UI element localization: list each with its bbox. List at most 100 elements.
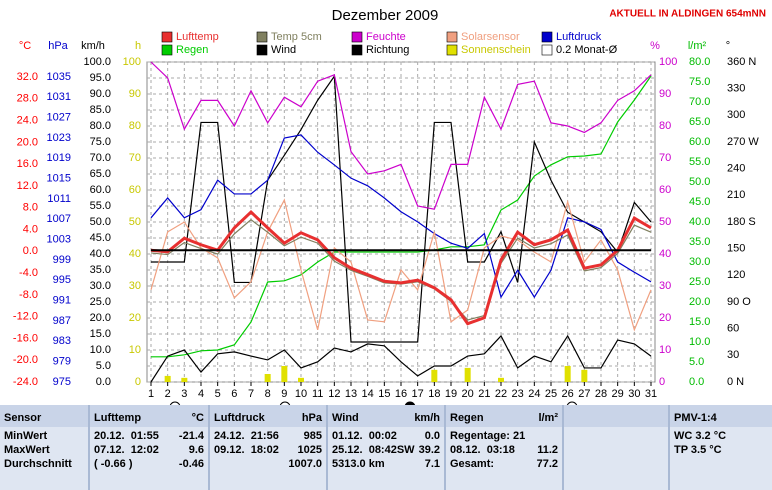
cell-text: 25.12. 08:42SW bbox=[332, 444, 415, 456]
cell-text: 08.12. 03:18 bbox=[450, 444, 515, 456]
tick-label: 90 bbox=[659, 88, 671, 100]
tick-label: 20 bbox=[659, 312, 671, 324]
tick-label: 180 S bbox=[727, 216, 756, 228]
tick-label: 80.0 bbox=[90, 120, 111, 132]
tick-label: 50.0 bbox=[90, 216, 111, 228]
series-line bbox=[151, 74, 652, 343]
series-line bbox=[150, 134, 652, 299]
tick-label: -16.0 bbox=[13, 332, 38, 344]
tick-label: 150 bbox=[727, 243, 745, 255]
tick-label: 240 bbox=[727, 163, 745, 175]
tick-label: 45.0 bbox=[90, 232, 111, 244]
tick-label: 70.0 bbox=[689, 96, 710, 108]
x-tick-label: 27 bbox=[578, 388, 590, 400]
table-cell: 25.12. 08:42SW 39.2 bbox=[328, 443, 444, 457]
moon-icon bbox=[404, 401, 416, 405]
tick-label: 10.0 bbox=[689, 336, 710, 348]
cell-text: Regen bbox=[450, 412, 484, 424]
tick-label: 20.0 bbox=[90, 312, 111, 324]
tick-label: 10 bbox=[659, 344, 671, 356]
summary-table: Sensor MinWert MaxWert Durchschnitt Lufttemp… bbox=[0, 405, 772, 490]
table-cell: 08.12. 03:18 11.2 bbox=[446, 443, 562, 457]
legend-swatch bbox=[446, 44, 458, 56]
tick-label: 15.0 bbox=[90, 328, 111, 340]
table-cell: 07.12. 12:02 9.6 bbox=[90, 443, 208, 457]
cell-text: 39.2 bbox=[418, 444, 440, 456]
tick-label: 50 bbox=[659, 216, 671, 228]
tick-label: 90.0 bbox=[90, 88, 111, 100]
tick-label: 30 bbox=[727, 349, 739, 361]
x-tick-label: 23 bbox=[512, 388, 524, 400]
cell-text: -0.46 bbox=[178, 458, 204, 470]
tick-label: 975 bbox=[53, 376, 71, 388]
tick-label: 70 bbox=[659, 152, 671, 164]
tick-label: 300 bbox=[727, 109, 745, 121]
series-line bbox=[150, 198, 652, 332]
table-column: Sensor MinWert MaxWert Durchschnitt bbox=[0, 405, 88, 490]
tick-label: 75.0 bbox=[90, 136, 111, 148]
tick-label: 65.0 bbox=[90, 168, 111, 180]
tick-label: 25.0 bbox=[90, 296, 111, 308]
legend-label: Feuchte bbox=[366, 31, 406, 43]
tick-label: 4.0 bbox=[23, 223, 38, 235]
cell-text: Regentage: 21 bbox=[450, 430, 526, 442]
legend-swatch bbox=[541, 31, 553, 43]
tick-label: 40.0 bbox=[689, 216, 710, 228]
cell-text: 5313.0 km bbox=[332, 458, 385, 470]
tick-label: 90 bbox=[129, 88, 141, 100]
tick-label: 991 bbox=[53, 295, 71, 307]
tick-label: 70 bbox=[129, 152, 141, 164]
tick-label: 1027 bbox=[47, 112, 71, 124]
x-tick-label: 20 bbox=[462, 388, 474, 400]
table-cell: 20.12. 01:55 -21.4 bbox=[90, 429, 208, 443]
x-tick-label: 31 bbox=[645, 388, 657, 400]
table-column: Lufttemp °C 20.12. 01:55 -21.4 07.12. 12:02 9… bbox=[90, 405, 208, 490]
x-tick-label: 28 bbox=[595, 388, 607, 400]
tick-label: 0.0 bbox=[23, 245, 38, 257]
legend-label: 0.2 Monat-Ø bbox=[556, 44, 618, 56]
tick-label: 100 bbox=[659, 56, 677, 68]
tick-label: 60 bbox=[659, 184, 671, 196]
legend-swatch bbox=[256, 31, 268, 43]
table-cell bbox=[564, 429, 668, 443]
chart-title: Dezember 2009 bbox=[332, 7, 439, 24]
tick-label: 35.0 bbox=[689, 236, 710, 248]
tick-label: 24.0 bbox=[17, 114, 38, 126]
legend-label: Lufttemp bbox=[176, 31, 219, 43]
chart-subtitle: AKTUELL IN ALDINGEN 654mNN bbox=[609, 9, 766, 20]
bar bbox=[164, 375, 171, 382]
table-cell: Luftdruck hPa bbox=[210, 405, 326, 427]
moon-icon bbox=[279, 401, 291, 405]
table-cell: MinWert bbox=[0, 429, 88, 443]
tick-label: 5.0 bbox=[689, 356, 704, 368]
tick-label: 95.0 bbox=[90, 72, 111, 84]
x-tick-label: 21 bbox=[478, 388, 490, 400]
axis-title: km/h bbox=[81, 40, 105, 52]
cell-text: 1007.0 bbox=[288, 458, 322, 470]
table-cell bbox=[564, 443, 668, 457]
tick-label: 30 bbox=[129, 280, 141, 292]
tick-label: 90 O bbox=[727, 296, 751, 308]
chart: Dezember 2009 AKTUELL IN ALDINGEN 654mNN… bbox=[0, 0, 772, 405]
table-cell: PMV-1:4 bbox=[670, 405, 772, 427]
tick-label: 0.0 bbox=[689, 376, 704, 388]
x-tick-label: 7 bbox=[248, 388, 254, 400]
tick-label: 20.0 bbox=[17, 136, 38, 148]
tick-label: 10 bbox=[129, 344, 141, 356]
series-line bbox=[150, 61, 652, 210]
moon-icon bbox=[169, 401, 181, 405]
table-column bbox=[564, 405, 668, 490]
bar bbox=[564, 366, 571, 382]
cell-text: 1025 bbox=[297, 444, 322, 456]
tick-label: 0 N bbox=[727, 376, 744, 388]
table-cell: Regen l/m² bbox=[446, 405, 562, 427]
table-column: PMV-1:4 WC 3.2 °C TP 3.5 °C bbox=[670, 405, 772, 490]
tick-label: 60.0 bbox=[90, 184, 111, 196]
x-tick-label: 29 bbox=[612, 388, 624, 400]
tick-label: 30.0 bbox=[90, 280, 111, 292]
x-tick-label: 25 bbox=[545, 388, 557, 400]
x-tick-label: 10 bbox=[295, 388, 307, 400]
cell-text: 9.6 bbox=[188, 444, 204, 456]
cell-text: -21.4 bbox=[178, 430, 204, 442]
x-tick-label: 18 bbox=[428, 388, 440, 400]
